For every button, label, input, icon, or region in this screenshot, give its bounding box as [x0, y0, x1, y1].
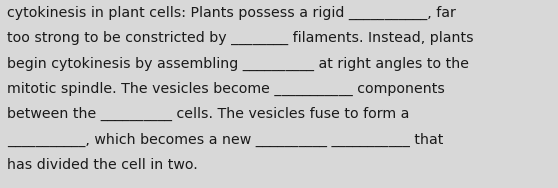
Text: between the __________ cells. The vesicles fuse to form a: between the __________ cells. The vesicl… [7, 107, 410, 121]
Text: mitotic spindle. The vesicles become ___________ components: mitotic spindle. The vesicles become ___… [7, 82, 445, 96]
Text: has divided the cell in two.: has divided the cell in two. [7, 158, 198, 172]
Text: cytokinesis in plant cells: Plants possess a rigid ___________, far: cytokinesis in plant cells: Plants posse… [7, 6, 456, 20]
Text: too strong to be constricted by ________ filaments. Instead, plants: too strong to be constricted by ________… [7, 31, 474, 45]
Text: begin cytokinesis by assembling __________ at right angles to the: begin cytokinesis by assembling ________… [7, 56, 469, 70]
Text: ___________, which becomes a new __________ ___________ that: ___________, which becomes a new _______… [7, 133, 444, 147]
